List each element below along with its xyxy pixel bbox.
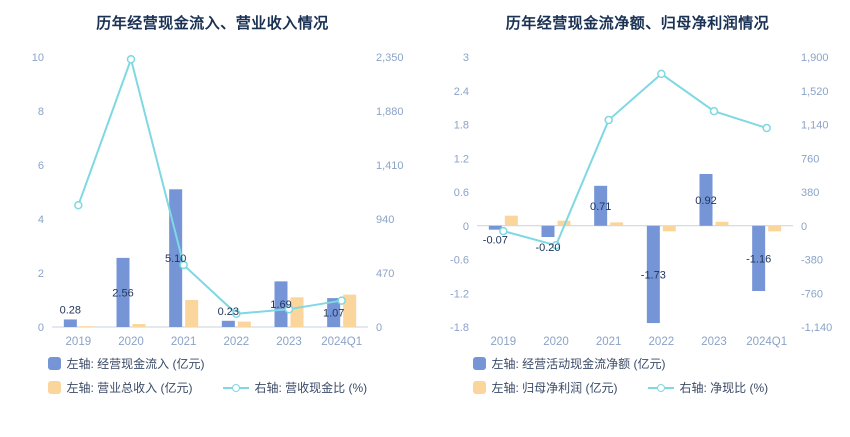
svg-text:-0.6: -0.6 xyxy=(450,255,469,267)
legend-item-net-cash-ratio[interactable]: 右轴: 净现比 (%) xyxy=(647,379,769,396)
legend-row: 左轴: 经营现金流入 (亿元) xyxy=(47,355,378,372)
svg-text:6: 6 xyxy=(38,160,44,172)
legend-left: 左轴: 经营现金流入 (亿元) 左轴: 营业总收入 (亿元) 右轴: 营收现金比… xyxy=(47,355,378,396)
svg-text:0: 0 xyxy=(801,221,807,233)
svg-text:1,520: 1,520 xyxy=(801,86,829,98)
net-cashflow-net-profit-chart: 3 2.4 1.8 1.2 0.6 0 -0.6 -1.2 -1.8 1,900 1,520 1,14… xyxy=(450,52,832,348)
svg-text:2023: 2023 xyxy=(276,336,302,348)
svg-text:8: 8 xyxy=(38,106,44,118)
legend-item-net-operating-cashflow[interactable]: 左轴: 经营活动现金流净额 (亿元) xyxy=(472,355,666,372)
svg-text:2022: 2022 xyxy=(649,336,675,348)
svg-text:0: 0 xyxy=(376,322,382,334)
svg-text:2,350: 2,350 xyxy=(376,52,404,64)
svg-text:380: 380 xyxy=(801,187,819,199)
svg-text:-1.73: -1.73 xyxy=(641,269,666,281)
blue-bar-swatch-icon xyxy=(472,357,486,370)
svg-text:-760: -760 xyxy=(801,288,823,300)
svg-text:0.6: 0.6 xyxy=(454,187,469,199)
svg-text:470: 470 xyxy=(376,268,394,280)
svg-text:1.2: 1.2 xyxy=(454,153,469,165)
svg-text:0.92: 0.92 xyxy=(695,195,716,207)
svg-text:2: 2 xyxy=(38,268,44,280)
legend-label: 左轴: 归母净利润 (亿元) xyxy=(491,381,618,395)
svg-text:2022: 2022 xyxy=(224,336,250,348)
legend-row: 左轴: 经营活动现金流净额 (亿元) xyxy=(472,355,803,372)
svg-text:1.07: 1.07 xyxy=(323,308,344,320)
svg-text:2021: 2021 xyxy=(171,336,197,348)
svg-text:-1.8: -1.8 xyxy=(450,322,469,334)
svg-text:1,140: 1,140 xyxy=(801,120,829,132)
svg-text:760: 760 xyxy=(801,153,819,165)
svg-text:-1.2: -1.2 xyxy=(450,288,469,300)
svg-text:-1,140: -1,140 xyxy=(801,322,832,334)
svg-text:5.10: 5.10 xyxy=(165,253,186,265)
svg-text:2019: 2019 xyxy=(66,336,92,348)
svg-text:2021: 2021 xyxy=(596,336,622,348)
svg-text:3: 3 xyxy=(463,52,469,64)
svg-text:1,410: 1,410 xyxy=(376,160,404,172)
svg-text:-0.20: -0.20 xyxy=(535,242,560,254)
svg-text:-1.16: -1.16 xyxy=(746,253,771,265)
blue-bar-swatch-icon xyxy=(47,357,61,370)
svg-text:1.8: 1.8 xyxy=(454,120,469,132)
svg-text:2020: 2020 xyxy=(118,336,144,348)
svg-text:10: 10 xyxy=(32,52,44,64)
svg-text:0.28: 0.28 xyxy=(60,304,81,316)
legend-row: 左轴: 归母净利润 (亿元) 右轴: 净现比 (%) xyxy=(472,379,803,396)
svg-text:2024Q1: 2024Q1 xyxy=(321,336,362,348)
svg-text:2.56: 2.56 xyxy=(112,287,133,299)
svg-text:1.69: 1.69 xyxy=(270,299,291,311)
svg-text:1,880: 1,880 xyxy=(376,106,404,118)
line-circle-marker-icon xyxy=(647,383,674,393)
cash-inflow-revenue-chart: 10 8 6 4 2 0 2,350 1,880 1,410 940 470 0 2019 2020 202… xyxy=(32,52,404,348)
chart-title-right: 历年经营现金流净额、归母净利润情况 xyxy=(505,15,770,32)
svg-text:0.71: 0.71 xyxy=(590,201,611,213)
svg-text:-0.07: -0.07 xyxy=(483,235,508,247)
legend-row: 左轴: 营业总收入 (亿元) 右轴: 营收现金比 (%) xyxy=(47,379,378,396)
svg-text:0: 0 xyxy=(463,221,469,233)
svg-text:2023: 2023 xyxy=(701,336,727,348)
legend-right: 左轴: 经营活动现金流净额 (亿元) 左轴: 归母净利润 (亿元) 右轴: 净现… xyxy=(472,355,803,396)
svg-text:0.23: 0.23 xyxy=(218,306,239,318)
legend-item-net-profit[interactable]: 左轴: 归母净利润 (亿元) xyxy=(472,379,618,396)
legend-label: 左轴: 经营现金流入 (亿元) xyxy=(66,357,205,371)
legend-item-total-revenue[interactable]: 左轴: 营业总收入 (亿元) xyxy=(47,379,193,396)
legend-label: 左轴: 经营活动现金流净额 (亿元) xyxy=(491,357,666,371)
orange-bar-swatch-icon xyxy=(47,381,61,394)
svg-text:2019: 2019 xyxy=(491,336,517,348)
svg-text:2020: 2020 xyxy=(543,336,569,348)
svg-text:1,900: 1,900 xyxy=(801,52,829,64)
cash-inflow-revenue-panel: 历年经营现金流入、营业收入情况 10 8 6 4 2 0 2,350 1,880 1,410 94… xyxy=(0,0,425,437)
legend-item-revenue-cash-ratio[interactable]: 右轴: 营收现金比 (%) xyxy=(222,379,368,396)
svg-text:0: 0 xyxy=(38,322,44,334)
svg-text:940: 940 xyxy=(376,214,394,226)
orange-bar-swatch-icon xyxy=(472,381,486,394)
legend-label: 右轴: 净现比 (%) xyxy=(679,381,769,395)
net-cashflow-net-profit-panel: 历年经营现金流净额、归母净利润情况 3 2.4 1.8 1.2 0.6 0 -0.6 -1.2… xyxy=(425,0,850,437)
svg-text:2024Q1: 2024Q1 xyxy=(746,336,787,348)
svg-text:-380: -380 xyxy=(801,255,823,267)
legend-item-operating-cash-inflow[interactable]: 左轴: 经营现金流入 (亿元) xyxy=(47,355,205,372)
legend-label: 左轴: 营业总收入 (亿元) xyxy=(66,381,193,395)
line-circle-marker-icon xyxy=(222,383,249,393)
chart-title-left: 历年经营现金流入、营业收入情况 xyxy=(96,15,329,32)
svg-text:2.4: 2.4 xyxy=(454,86,469,98)
legend-label: 右轴: 营收现金比 (%) xyxy=(254,381,368,395)
svg-text:4: 4 xyxy=(38,214,44,226)
